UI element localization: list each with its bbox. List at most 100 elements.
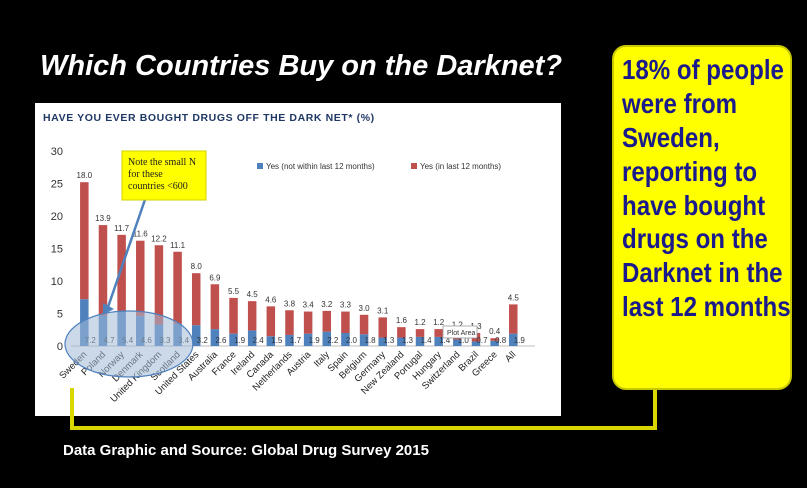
plot-area-tooltip bbox=[442, 325, 478, 339]
bar-recent-10 bbox=[266, 306, 276, 337]
legend-swatch-recent bbox=[411, 163, 417, 169]
bar-recent-1 bbox=[98, 225, 108, 316]
y-tick-label: 15 bbox=[51, 244, 63, 256]
bar-recent-6 bbox=[191, 273, 201, 326]
value-label-recent: 13.9 bbox=[95, 214, 111, 223]
value-label-recent: 3.2 bbox=[321, 300, 333, 309]
value-label-recent: 3.8 bbox=[284, 299, 296, 308]
value-label-past: 2.4 bbox=[253, 336, 265, 345]
bar-past-6 bbox=[191, 325, 201, 346]
y-tick-label: 5 bbox=[57, 309, 63, 321]
value-label-past: 2.2 bbox=[327, 336, 339, 345]
value-label-recent: 3.0 bbox=[359, 304, 371, 313]
value-label-recent: 4.5 bbox=[508, 293, 520, 302]
bar-recent-11 bbox=[285, 310, 294, 335]
legend-label-recent: Yes (in last 12 months) bbox=[420, 162, 501, 171]
bar-past-14 bbox=[341, 333, 350, 346]
y-tick-label: 10 bbox=[51, 276, 63, 288]
value-label-past: 1.4 bbox=[439, 336, 451, 345]
value-label-recent: 3.1 bbox=[377, 306, 389, 315]
plot-area-label: Plot Area bbox=[447, 330, 476, 337]
value-label-past: 1.9 bbox=[309, 336, 321, 345]
y-tick-label: 20 bbox=[51, 211, 63, 223]
value-label-past: 1.4 bbox=[420, 336, 432, 345]
bar-past-22 bbox=[490, 340, 499, 346]
bar-recent-3 bbox=[136, 240, 145, 317]
note-arrow-head bbox=[103, 303, 114, 315]
bar-recent-7 bbox=[210, 284, 220, 330]
bar-recent-9 bbox=[247, 301, 257, 331]
value-label-past: 1.9 bbox=[514, 336, 526, 345]
value-label-recent: 11.1 bbox=[170, 241, 186, 250]
bar-past-17 bbox=[397, 337, 406, 346]
bar-past-9 bbox=[247, 330, 257, 346]
value-label-recent: 3.4 bbox=[303, 301, 315, 310]
value-label-recent: 3.3 bbox=[340, 301, 352, 310]
bar-past-13 bbox=[322, 331, 332, 346]
bar-recent-22 bbox=[490, 338, 499, 341]
value-label-recent: 8.0 bbox=[191, 262, 203, 271]
note-box bbox=[121, 150, 207, 201]
value-label-recent: 1.2 bbox=[414, 318, 426, 327]
value-label-recent: 4.6 bbox=[265, 295, 277, 304]
y-tick-label: 0 bbox=[57, 341, 63, 353]
value-label-recent: 6.9 bbox=[209, 273, 221, 282]
value-label-past: 0.7 bbox=[476, 336, 488, 345]
legend-label-past: Yes (not within last 12 months) bbox=[266, 162, 375, 171]
bar-past-16 bbox=[378, 337, 387, 346]
value-label-recent: 5.5 bbox=[228, 287, 240, 296]
bar-past-15 bbox=[359, 334, 369, 346]
bar-past-12 bbox=[303, 333, 313, 346]
value-label-past: 2.0 bbox=[346, 336, 358, 345]
value-label-recent: 0.4 bbox=[489, 327, 501, 336]
bar-recent-15 bbox=[359, 314, 369, 335]
chart-title: HAVE YOU EVER BOUGHT DRUGS OFF THE DARK … bbox=[43, 112, 375, 124]
bar-past-21 bbox=[471, 341, 481, 346]
value-label-recent: 1.2 bbox=[452, 321, 464, 330]
bar-past-10 bbox=[266, 336, 276, 346]
chart-panel: HAVE YOU EVER BOUGHT DRUGS OFF THE DARK … bbox=[35, 103, 561, 416]
bar-past-8 bbox=[229, 333, 238, 346]
value-label-recent: 18.0 bbox=[77, 171, 93, 180]
bar-recent-19 bbox=[434, 329, 443, 337]
y-tick-label: 30 bbox=[51, 146, 63, 158]
note-text-line: Note the small N bbox=[128, 157, 196, 168]
bar-recent-0 bbox=[80, 182, 89, 300]
value-label-past: 1.3 bbox=[402, 336, 414, 345]
bar-chart: HAVE YOU EVER BOUGHT DRUGS OFF THE DARK … bbox=[43, 112, 535, 405]
bar-recent-17 bbox=[397, 327, 406, 338]
value-label-past: 3.2 bbox=[197, 336, 209, 345]
value-label-recent: 12.2 bbox=[151, 234, 167, 243]
value-label-past: 1.3 bbox=[383, 336, 395, 345]
y-tick-label: 25 bbox=[51, 179, 63, 191]
small-n-highlight bbox=[64, 310, 194, 378]
bar-past-23 bbox=[509, 333, 518, 346]
value-label-past: 1.5 bbox=[271, 336, 283, 345]
note-text-line: for these bbox=[128, 169, 163, 180]
bar-recent-13 bbox=[322, 310, 332, 332]
value-label-recent: 1.6 bbox=[396, 316, 408, 325]
bar-recent-23 bbox=[509, 304, 518, 334]
value-label-past: 2.6 bbox=[215, 336, 227, 345]
source-credit: Data Graphic and Source: Global Drug Sur… bbox=[63, 442, 429, 459]
bar-past-11 bbox=[285, 334, 294, 346]
value-label-past: 1.8 bbox=[365, 336, 377, 345]
bar-recent-2 bbox=[117, 234, 126, 311]
bar-recent-14 bbox=[341, 311, 350, 333]
value-label-past: 0.8 bbox=[495, 336, 507, 345]
bar-recent-4 bbox=[154, 245, 164, 325]
bar-recent-12 bbox=[303, 311, 313, 334]
value-label-recent: 11.7 bbox=[114, 224, 130, 233]
note-text-line: countries <600 bbox=[128, 181, 188, 192]
bar-recent-5 bbox=[173, 251, 182, 324]
value-label-recent: 11.6 bbox=[133, 230, 149, 239]
callout-text: 18% of people were from Sweden, reportin… bbox=[622, 54, 791, 323]
slide-title: Which Countries Buy on the Darknet? bbox=[40, 50, 563, 82]
value-label-past: 1.0 bbox=[458, 336, 470, 345]
bar-past-18 bbox=[415, 336, 425, 346]
value-label-past: 1.7 bbox=[290, 336, 302, 345]
bar-past-20 bbox=[453, 339, 462, 346]
note-arrow bbox=[105, 187, 151, 311]
callout-box: 18% of people were from Sweden, reportin… bbox=[612, 45, 792, 390]
